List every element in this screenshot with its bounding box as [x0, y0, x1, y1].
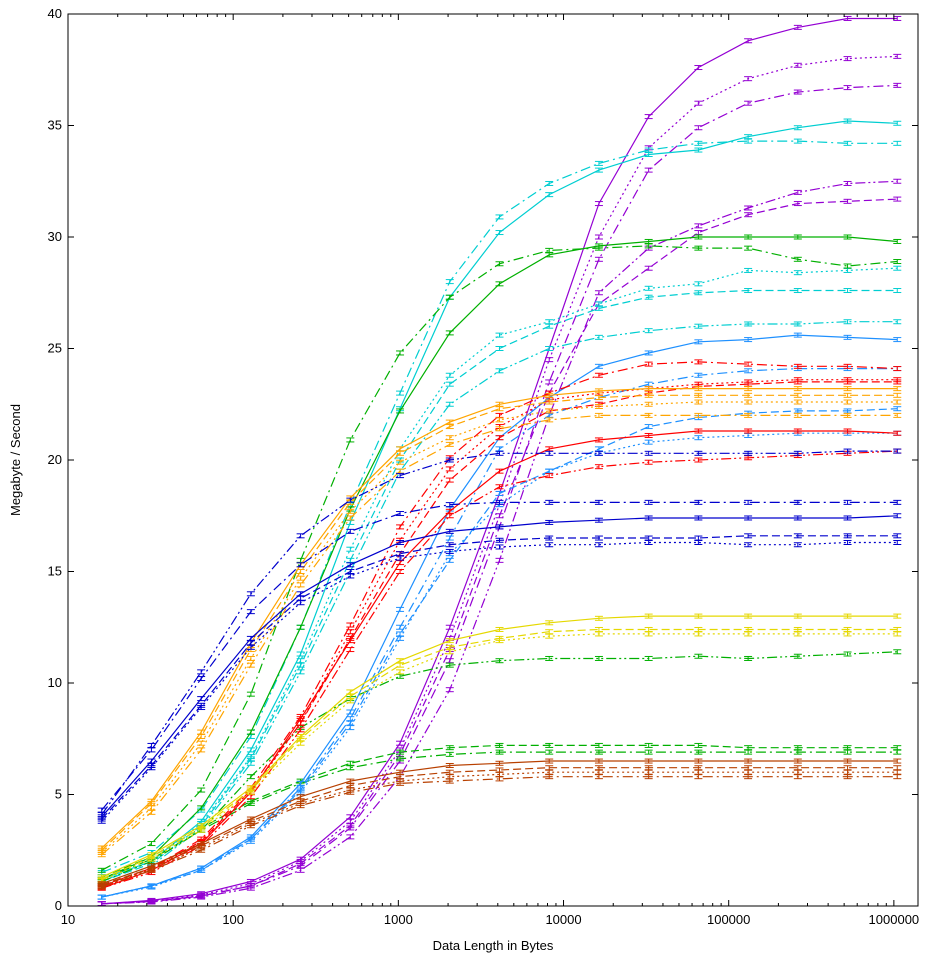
series-group [97, 448, 902, 818]
series-group [97, 749, 902, 882]
series-line [101, 432, 898, 898]
y-axis-label: Megabyte / Second [8, 404, 23, 516]
series-group [97, 178, 902, 907]
y-tick-label: 40 [48, 6, 62, 21]
series-group [97, 399, 902, 855]
y-tick-label: 0 [55, 898, 62, 913]
x-tick-label: 1000000 [869, 912, 920, 927]
y-tick-label: 10 [48, 675, 62, 690]
y-tick-label: 20 [48, 452, 62, 467]
plot-frame [67, 13, 919, 907]
y-tick-label: 30 [48, 229, 62, 244]
x-tick-label: 1000 [384, 912, 413, 927]
series-group [97, 631, 902, 883]
series-line [101, 267, 898, 883]
series-layer [97, 15, 902, 907]
x-tick-label: 10000 [545, 912, 581, 927]
series-line [101, 651, 898, 883]
series-group [97, 288, 902, 884]
series-line [101, 361, 898, 887]
series-group [97, 243, 902, 873]
series-group [97, 769, 902, 889]
series-line [101, 633, 898, 881]
x-tick-label: 10 [61, 912, 75, 927]
series-group [97, 392, 902, 853]
y-tick-label: 25 [48, 341, 62, 356]
x-tick-label: 100 [222, 912, 244, 927]
x-tick-label: 100000 [707, 912, 750, 927]
y-tick-label: 5 [55, 787, 62, 802]
series-group [97, 412, 902, 858]
ticks-layer: 0 5 10 15 20 25 30 35 40 10 100 1000 10000 100000 1000… [48, 6, 920, 927]
series-line [101, 414, 898, 856]
series-group [97, 196, 902, 907]
y-tick-label: 15 [48, 564, 62, 579]
y-tick-label: 35 [48, 118, 62, 133]
x-axis-label: Data Length in Bytes [433, 938, 554, 953]
series-group [97, 359, 902, 889]
series-group [97, 649, 902, 884]
series-group [97, 366, 902, 900]
series-group [97, 540, 902, 824]
series-group [97, 265, 902, 884]
series-line [101, 771, 898, 887]
series-line [101, 767, 898, 886]
series-line [101, 776, 898, 888]
series-group [97, 613, 902, 880]
series-group [97, 774, 902, 890]
series-line [101, 394, 898, 851]
